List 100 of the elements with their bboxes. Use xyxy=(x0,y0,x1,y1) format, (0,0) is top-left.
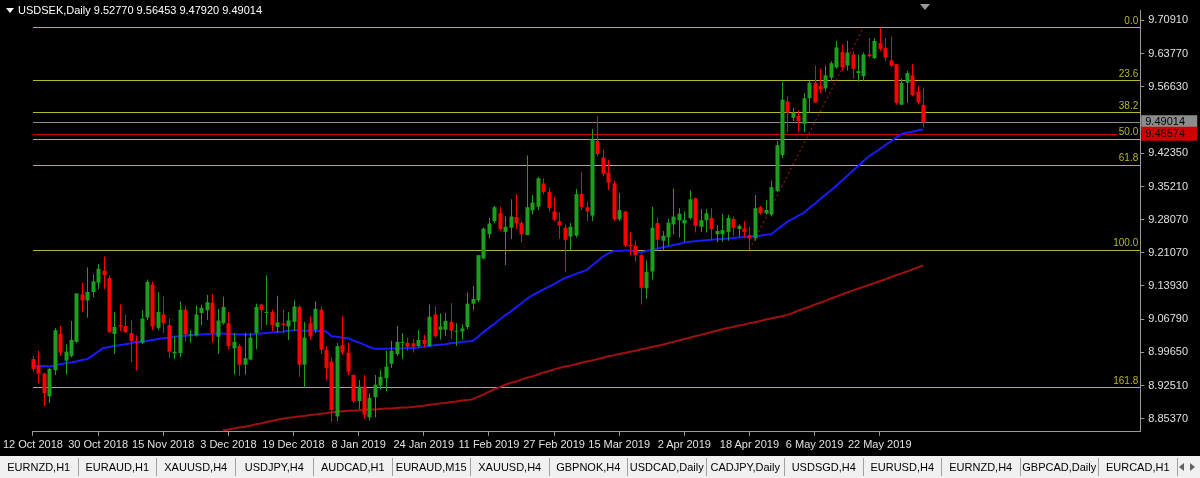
y-tick-label: 8.85370 xyxy=(1148,411,1188,424)
y-tick-label: 9.35210 xyxy=(1148,179,1188,192)
text: EURNZD,H1 xyxy=(0,458,79,476)
candlestick xyxy=(883,37,888,62)
y-tick-label: 9.42350 xyxy=(1148,146,1188,159)
y-tick-label: 9.70910 xyxy=(1148,13,1188,26)
text: AUDCAD,H1 xyxy=(314,458,393,476)
text: XAUUSD,H4 xyxy=(157,458,236,476)
y-tick-label: 9.56630 xyxy=(1148,79,1188,92)
text: USDCAD,Daily xyxy=(628,458,707,476)
ref-line-label: 161.8 xyxy=(1113,374,1139,386)
candlestick xyxy=(400,332,405,360)
candlestick xyxy=(112,311,117,355)
candlestick xyxy=(585,201,590,222)
y-tick-label: 9.63770 xyxy=(1148,46,1188,59)
candlestick xyxy=(357,379,362,410)
candlestick xyxy=(172,335,177,360)
x-tick-label: 15 Nov 2018 xyxy=(132,438,195,451)
candlestick xyxy=(731,216,736,237)
ref-line-label: 100.0 xyxy=(1113,237,1139,249)
text: GBPCAD,Daily xyxy=(1020,458,1099,476)
candlestick xyxy=(232,332,237,375)
candlestick xyxy=(85,266,90,319)
candlestick xyxy=(346,342,351,376)
candlestick xyxy=(851,50,856,80)
candlestick xyxy=(433,305,438,339)
candlestick xyxy=(36,350,41,384)
x-tick-label: 18 Apr 2019 xyxy=(719,438,780,451)
x-tick-label: 24 Jan 2019 xyxy=(393,438,455,451)
candlestick xyxy=(845,40,850,72)
candlestick xyxy=(498,206,503,232)
candlestick xyxy=(199,304,204,326)
candlestick xyxy=(308,316,313,341)
candlestick xyxy=(367,392,372,422)
text: CADJPY,Daily xyxy=(706,458,785,476)
chart-title: USDSEK,Daily 9.52770 9.56453 9.47920 9.49014 xyxy=(18,4,263,16)
candlestick xyxy=(579,171,584,211)
candlestick xyxy=(123,313,128,334)
candlestick xyxy=(509,198,514,240)
x-tick-label: 30 Oct 2018 xyxy=(68,438,129,451)
candlestick xyxy=(807,80,812,114)
candlestick xyxy=(677,207,682,239)
candlestick xyxy=(292,299,297,332)
text: USDJPY,H4 xyxy=(235,458,314,476)
candlestick xyxy=(872,37,877,60)
candlestick xyxy=(861,52,866,81)
x-tick-label: 6 May 2019 xyxy=(785,438,844,451)
candlestick xyxy=(443,312,448,337)
candlestick xyxy=(606,159,611,191)
candlestick xyxy=(519,220,524,243)
candlestick xyxy=(42,372,47,407)
candlestick xyxy=(899,78,904,106)
candlestick xyxy=(557,211,562,240)
candlestick xyxy=(617,192,622,222)
candlestick xyxy=(552,196,557,222)
text: EURCAD,H1 xyxy=(1099,458,1178,476)
ref-line-label: 23.6 xyxy=(1118,67,1139,79)
ref-line-label: 9.46574 xyxy=(1145,126,1185,139)
text: GBPNOK,H4 xyxy=(549,458,628,476)
candlestick xyxy=(688,189,693,220)
candlestick xyxy=(867,37,872,59)
candlestick xyxy=(270,309,275,332)
x-tick-label: 19 Dec 2018 xyxy=(262,438,325,451)
y-tick-label: 8.92510 xyxy=(1148,378,1188,391)
candlestick xyxy=(487,217,492,239)
candlestick xyxy=(384,350,389,392)
candlestick xyxy=(134,334,139,371)
y-tick-label: 9.28070 xyxy=(1148,212,1188,225)
candlestick xyxy=(129,319,134,363)
x-tick-label: 27 Feb 2019 xyxy=(523,438,585,451)
candlestick xyxy=(655,217,660,250)
candlestick xyxy=(547,187,552,212)
candlestick xyxy=(644,259,649,300)
candlestick xyxy=(286,311,291,341)
x-tick-label: 2 Apr 2019 xyxy=(657,438,711,451)
candlestick xyxy=(194,305,199,338)
y-tick-label: 9.06790 xyxy=(1148,312,1188,325)
candlestick xyxy=(709,207,714,241)
candlestick xyxy=(58,325,63,357)
candlestick xyxy=(465,291,470,330)
candlestick xyxy=(595,115,600,157)
y-tick-label: 9.21070 xyxy=(1148,245,1188,258)
ref-line-label: 38.2 xyxy=(1118,100,1139,112)
text: EURAUD,H1 xyxy=(78,458,157,476)
candlestick xyxy=(248,332,253,362)
candlestick xyxy=(275,295,280,334)
candlestick xyxy=(449,302,454,340)
candlestick xyxy=(226,311,231,350)
text: XAUUSD,H4 xyxy=(471,458,550,476)
candlestick xyxy=(921,87,926,128)
text: USDSGD,H4 xyxy=(785,458,864,476)
ref-line-label: 0.0 xyxy=(1124,15,1139,27)
candlestick xyxy=(259,303,264,331)
ref-line-label: 61.8 xyxy=(1118,152,1139,164)
candlestick xyxy=(796,109,801,133)
x-tick-label: 3 Dec 2018 xyxy=(200,438,257,451)
candlestick xyxy=(568,222,573,252)
text: EURUSD,H4 xyxy=(863,458,942,476)
x-tick-label: 8 Jan 2019 xyxy=(331,438,386,451)
candlestick xyxy=(633,240,638,263)
